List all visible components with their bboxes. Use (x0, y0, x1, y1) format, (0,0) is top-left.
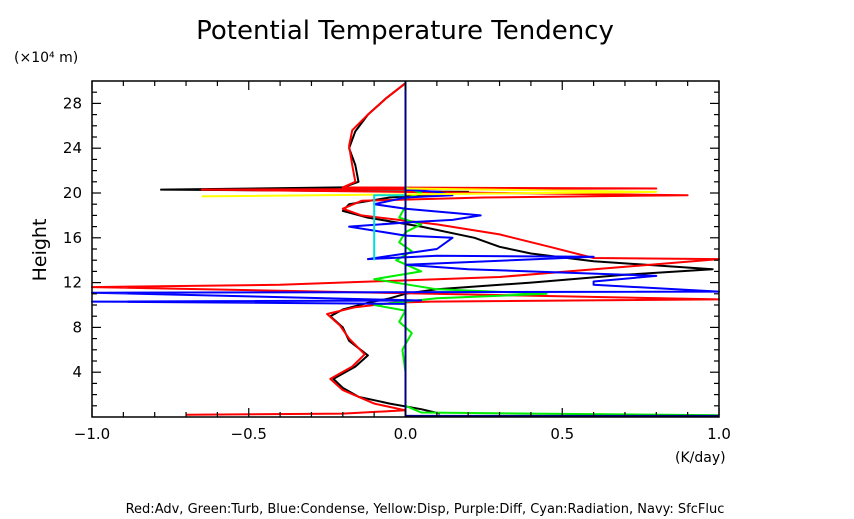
series-line-3 (91, 188, 720, 414)
y-axis-label: Height (29, 219, 51, 282)
y-tick-label: 24 (63, 139, 82, 157)
y-tick-label: 12 (63, 274, 82, 292)
y-tick-label: 20 (63, 184, 82, 202)
legend-text: Red:Adv, Green:Turb, Blue:Condense, Yell… (126, 502, 725, 517)
y-axis-units: (×10⁴ m) (14, 50, 78, 66)
x-tick-label: −1.0 (74, 425, 110, 443)
x-tick-label: 0.5 (550, 425, 574, 443)
series-line-2 (373, 92, 720, 417)
y-tick-label: 8 (72, 318, 82, 336)
x-tick-label: 0.0 (394, 425, 418, 443)
x-tick-label: 1.0 (707, 425, 731, 443)
series-line-5 (373, 194, 406, 261)
x-axis-units: (K/day) (675, 450, 726, 466)
x-tick-label: −0.5 (231, 425, 267, 443)
y-tick-label: 16 (63, 229, 82, 247)
y-tick-label: 28 (63, 94, 82, 112)
series-line-1 (91, 82, 720, 416)
y-tick-label: 4 (72, 363, 82, 381)
series-layer (91, 81, 720, 417)
tick-layer: −1.0 −0.5 0.0 0.5 1.0 4 8 12 16 20 24 28 (63, 81, 731, 443)
chart-title: Potential Temperature Tendency (196, 16, 614, 46)
